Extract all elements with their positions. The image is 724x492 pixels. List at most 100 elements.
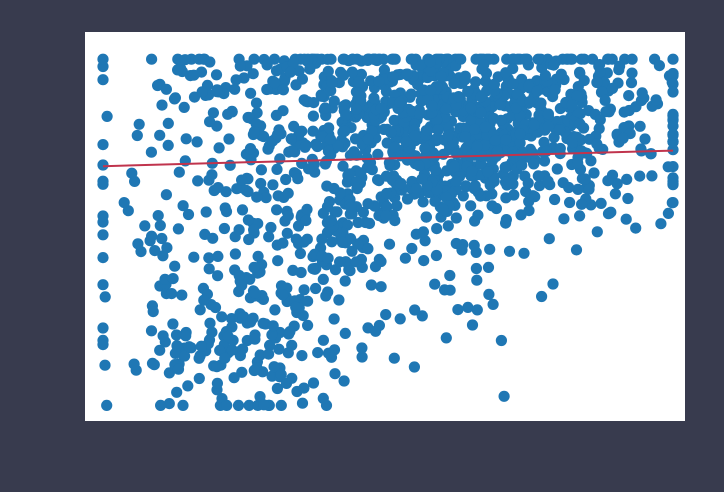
scatter-point <box>247 68 259 80</box>
scatter-point <box>594 114 606 126</box>
scatter-point <box>180 133 192 145</box>
scatter-point <box>126 167 138 179</box>
scatter-point <box>482 166 494 178</box>
scatter-point <box>301 203 313 215</box>
scatter-point <box>475 107 487 119</box>
scatter-point <box>317 392 329 404</box>
scatter-point <box>171 386 183 398</box>
scatter-point <box>466 319 479 331</box>
scatter-point <box>152 210 164 222</box>
scatter-point <box>331 206 343 218</box>
scatter-point <box>248 224 260 236</box>
scatter-point <box>572 81 584 93</box>
scatter-point <box>356 342 368 354</box>
scatter-point <box>97 53 109 65</box>
scatter-point <box>275 280 288 292</box>
scatter-point <box>520 53 532 65</box>
scatter-point <box>228 372 240 384</box>
scatter-point <box>296 397 309 409</box>
scatter-point <box>222 108 234 120</box>
scatter-point <box>495 114 507 126</box>
scatter-point <box>594 66 606 78</box>
scatter-point <box>401 68 413 80</box>
scatter-point <box>514 128 526 140</box>
scatter-point <box>572 183 584 195</box>
scatter-point <box>298 284 310 296</box>
scatter-point <box>646 170 658 182</box>
scatter-point <box>146 53 158 65</box>
scatter-point <box>328 95 340 107</box>
scatter-point <box>255 164 267 176</box>
scatter-point <box>533 180 546 192</box>
scatter-point <box>148 359 160 371</box>
scatter-point <box>272 255 284 267</box>
scatter-point <box>667 120 679 132</box>
scatter-point <box>368 92 380 104</box>
scatter-point <box>459 131 471 143</box>
scatter-point <box>232 399 245 411</box>
scatter-point <box>429 149 441 161</box>
scatter-point <box>462 301 474 313</box>
scatter-point <box>344 168 356 180</box>
scatter-point <box>274 153 286 165</box>
scatter-point <box>296 350 308 362</box>
scatter-point <box>145 146 157 158</box>
scatter-point <box>317 207 329 219</box>
scatter-point <box>237 343 249 355</box>
scatter-point <box>179 350 191 362</box>
scatter-point <box>177 200 189 212</box>
scatter-point <box>171 340 183 352</box>
scatter-point <box>516 147 529 159</box>
scatter-point <box>551 163 563 175</box>
scatter-point <box>388 114 400 126</box>
scatter-point <box>211 84 223 96</box>
scatter-point <box>248 364 260 377</box>
scatter-point <box>622 192 634 205</box>
scatter-point <box>243 233 255 246</box>
scatter-point <box>307 377 320 389</box>
scatter-point <box>368 53 380 65</box>
scatter-point <box>315 89 327 101</box>
scatter-point <box>328 313 340 325</box>
scatter-point <box>212 250 224 262</box>
scatter-point <box>636 87 648 99</box>
scatter-point <box>300 215 312 227</box>
scatter-point <box>221 399 233 411</box>
scatter-point <box>282 210 294 222</box>
scatter-point <box>346 66 358 78</box>
scatter-point <box>410 183 423 195</box>
scatter-point <box>424 84 437 96</box>
scatter-point <box>233 269 245 282</box>
scatter-point <box>277 289 289 301</box>
scatter-point <box>218 222 230 235</box>
scatter-point <box>269 304 281 316</box>
scatter-point <box>650 94 662 106</box>
scatter-point <box>338 69 350 81</box>
scatter-point <box>498 390 510 402</box>
scatter-point <box>247 312 259 324</box>
scatter-point <box>258 399 270 411</box>
scatter-point <box>380 210 392 222</box>
scatter-point <box>301 233 313 245</box>
scatter-point <box>570 244 583 256</box>
scatter-point <box>602 175 614 187</box>
scatter-point <box>465 102 477 114</box>
scatter-point <box>101 110 113 122</box>
scatter-point <box>101 399 113 411</box>
scatter-point <box>322 65 334 77</box>
scatter-point <box>388 352 400 364</box>
scatter-point <box>223 133 235 145</box>
scatter-point <box>320 155 332 167</box>
scatter-point <box>424 65 437 77</box>
scatter-point <box>444 269 456 282</box>
scatter-point <box>391 200 403 212</box>
scatter-point <box>333 294 345 306</box>
scatter-point <box>99 359 111 371</box>
scatter-point <box>575 134 587 146</box>
scatter-point <box>440 332 452 344</box>
scatter-point <box>394 313 406 325</box>
scatter-point <box>484 243 496 255</box>
scatter-point <box>152 79 164 92</box>
scatter-point <box>133 118 145 130</box>
